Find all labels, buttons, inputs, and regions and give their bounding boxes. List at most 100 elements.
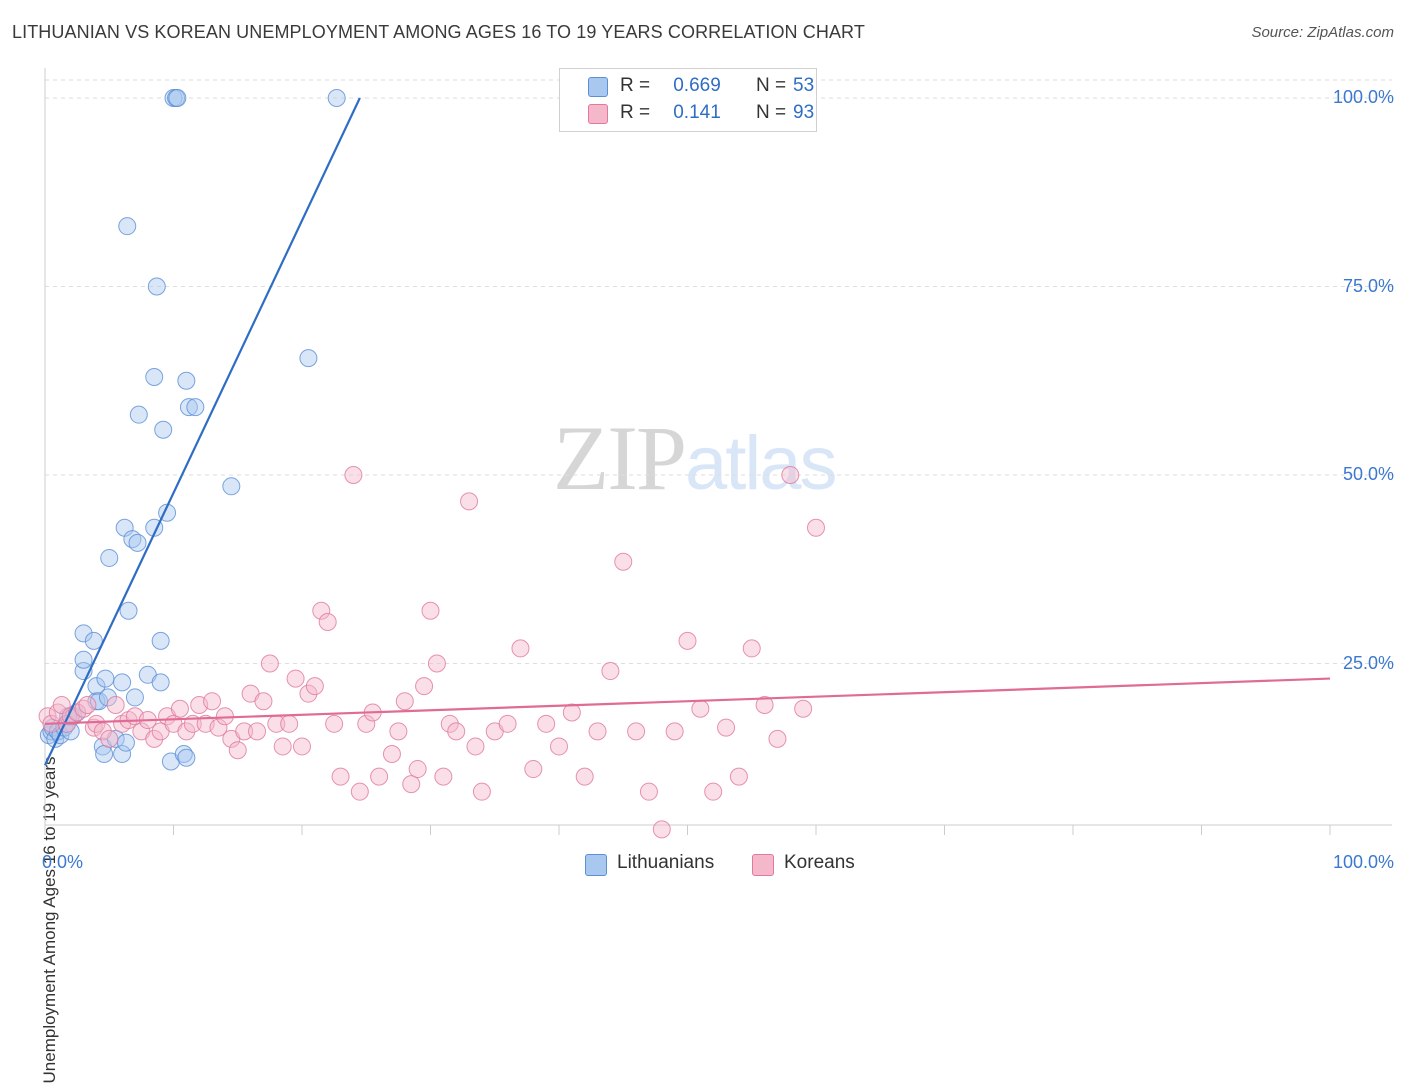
korean-point <box>286 669 305 688</box>
korean-point <box>472 782 491 801</box>
koreans-points <box>38 466 825 839</box>
lithuanian-point <box>119 601 138 620</box>
korean-point <box>331 767 350 786</box>
korean-point <box>794 699 813 718</box>
korean-point <box>177 722 196 741</box>
korean-point <box>575 767 594 786</box>
korean-point <box>325 714 344 733</box>
korean-point <box>254 692 273 711</box>
korean-point <box>235 722 254 741</box>
x-tick-label: 100.0% <box>1332 852 1394 872</box>
korean-point <box>395 692 414 711</box>
grid-layer <box>45 79 1392 664</box>
lithuanian-point <box>186 398 205 417</box>
korean-point <box>293 737 311 756</box>
korean-point <box>704 782 723 801</box>
korean-point <box>408 760 427 779</box>
watermark: ZIPatlas <box>553 405 838 511</box>
lithuanian-point <box>113 673 132 692</box>
korean-point <box>717 718 736 737</box>
bottom-legend-swatch-koreans <box>752 854 774 876</box>
korean-point <box>170 699 189 718</box>
lithuanian-point <box>128 533 147 552</box>
korean-point <box>807 518 825 537</box>
legend-swatch-lithuanians <box>588 77 608 97</box>
korean-point <box>78 695 97 714</box>
lithuanian-point <box>177 371 196 390</box>
y-tick-label: 100.0% <box>1332 87 1394 107</box>
korean-point <box>665 722 684 741</box>
lithuanian-point <box>74 624 93 643</box>
korean-point <box>742 639 761 658</box>
lithuanian-point <box>116 733 135 752</box>
korean-point <box>421 601 440 620</box>
legend-n-label: N = <box>756 75 787 96</box>
korean-point <box>427 654 446 673</box>
lithuanian-point <box>151 631 170 650</box>
korean-point <box>601 662 620 681</box>
lithuanian-point <box>113 744 132 763</box>
korean-point <box>389 722 408 741</box>
korean-point <box>357 714 376 733</box>
lithuanian-point <box>168 89 187 107</box>
lithuanian-point <box>96 669 115 688</box>
korean-point <box>402 775 421 794</box>
korean-point <box>627 722 646 741</box>
bottom-legend-swatch-lithuanians <box>585 854 607 876</box>
lithuanian-point <box>125 688 144 707</box>
korean-point <box>588 722 607 741</box>
legend-n-value: 53 <box>793 75 815 96</box>
lithuanian-point <box>179 398 198 417</box>
korean-point <box>273 737 292 756</box>
korean-point <box>639 782 658 801</box>
korean-point <box>447 722 466 741</box>
korean-point <box>415 677 434 696</box>
lithuanian-point <box>222 477 241 496</box>
korean-point <box>498 714 517 733</box>
legend-n-value: 93 <box>793 102 815 123</box>
korean-point <box>524 760 543 779</box>
axis-layer <box>44 68 1392 835</box>
korean-point <box>755 695 774 714</box>
lithuanians-points <box>39 89 346 771</box>
lithuanian-point <box>95 744 114 763</box>
lithuanians-trend-line <box>44 97 361 766</box>
lithuanian-point <box>118 217 137 236</box>
lithuanian-point <box>74 650 93 669</box>
bottom-legend-label: Lithuanians <box>617 852 715 873</box>
legend-r-label: R = <box>620 102 651 123</box>
korean-point <box>614 552 633 571</box>
lithuanian-point <box>87 677 106 696</box>
korean-point <box>312 601 331 620</box>
korean-point <box>678 631 697 650</box>
korean-point <box>537 714 556 733</box>
y-tick-label: 25.0% <box>1342 652 1394 673</box>
x-tick-label: 0.0% <box>42 852 84 872</box>
korean-point <box>691 699 710 718</box>
lithuanian-point <box>299 349 318 368</box>
legend-swatch-koreans <box>588 104 608 124</box>
koreans-trend-line <box>44 677 1331 725</box>
korean-point <box>652 820 671 839</box>
korean-point <box>100 729 119 748</box>
korean-point <box>280 714 299 733</box>
legend-r-label: R = <box>620 75 651 96</box>
trend-layer <box>44 97 1331 766</box>
lithuanian-point <box>145 367 164 386</box>
korean-point <box>729 767 748 786</box>
korean-point <box>440 714 459 733</box>
lithuanian-point <box>147 277 166 296</box>
chart-title: LITHUANIAN VS KOREAN UNEMPLOYMENT AMONG … <box>12 22 865 42</box>
korean-point <box>370 767 389 786</box>
lithuanian-point <box>100 548 119 567</box>
korean-point <box>550 737 568 756</box>
korean-point <box>511 639 530 658</box>
lithuanian-point <box>151 673 170 692</box>
korean-point <box>434 767 453 786</box>
korean-point <box>562 703 581 722</box>
lithuanian-point <box>129 405 148 424</box>
korean-point <box>209 718 228 737</box>
correlation-legend: R = 0.669 N = 53 R = 0.141 N = 93 <box>559 68 817 132</box>
korean-point <box>350 782 369 801</box>
korean-point <box>106 695 125 714</box>
